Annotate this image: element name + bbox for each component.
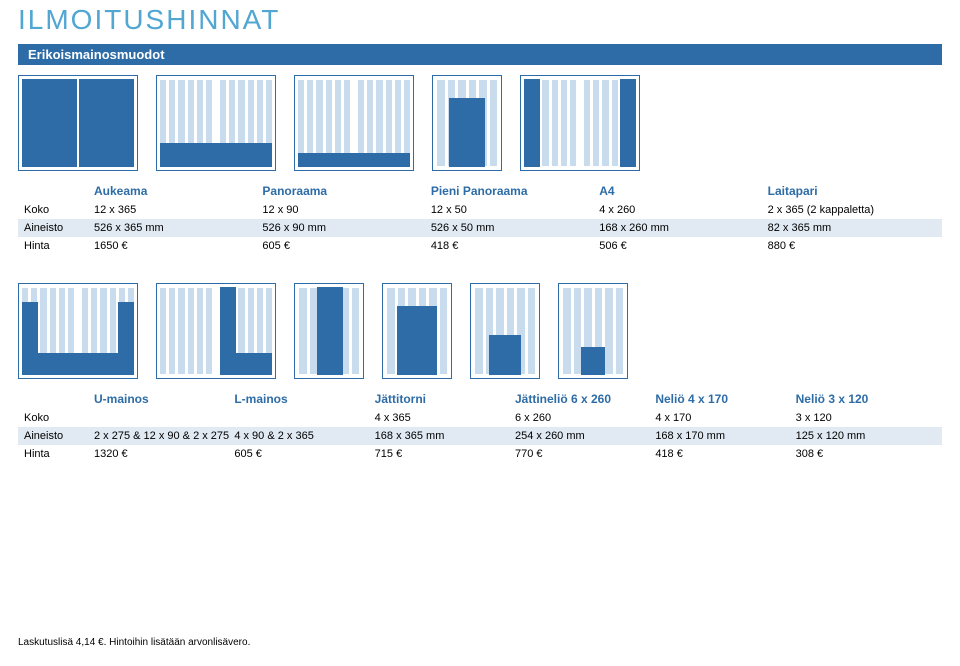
col-header: Neliö 4 x 170 <box>655 392 795 406</box>
table-row: Aineisto 526 x 365 mm 526 x 90 mm 526 x … <box>18 219 942 237</box>
cell: 12 x 90 <box>262 204 430 216</box>
cell: 526 x 90 mm <box>262 222 430 234</box>
cell: 770 € <box>515 448 655 460</box>
top-diagrams <box>18 75 960 171</box>
cell: 605 € <box>234 448 374 460</box>
section-label: Erikoismainosmuodot <box>18 44 942 65</box>
table-row: Aineisto 2 x 275 & 12 x 90 & 2 x 275 4 x… <box>18 427 942 445</box>
col-header: Jättitorni <box>375 392 515 406</box>
diagram-pieni-panoraama <box>294 75 414 171</box>
cell: 2 x 365 (2 kappaletta) <box>768 204 936 216</box>
cell: 605 € <box>262 240 430 252</box>
diagram-jattinelio <box>382 283 452 379</box>
diagram-aukeama <box>18 75 138 171</box>
diagram-u-mainos <box>18 283 138 379</box>
diagram-panoraama <box>156 75 276 171</box>
diagram-l-mainos <box>156 283 276 379</box>
col-header: Neliö 3 x 120 <box>796 392 936 406</box>
row-label: Aineisto <box>24 222 94 234</box>
table-row: Koko 4 x 365 6 x 260 4 x 170 3 x 120 <box>18 409 942 427</box>
cell: 168 x 365 mm <box>375 430 515 442</box>
cell: 2 x 275 & 12 x 90 & 2 x 275 <box>94 430 234 442</box>
cell: 4 x 90 & 2 x 365 <box>234 430 374 442</box>
cell: 4 x 170 <box>655 412 795 424</box>
cell: 308 € <box>796 448 936 460</box>
table-row: Koko 12 x 365 12 x 90 12 x 50 4 x 260 2 … <box>18 201 942 219</box>
col-header: L-mainos <box>234 392 374 406</box>
bottom-table: U-mainos L-mainos Jättitorni Jättineliö … <box>18 389 942 463</box>
table-row: Aukeama Panoraama Pieni Panoraama A4 Lai… <box>18 181 942 201</box>
col-header: U-mainos <box>94 392 234 406</box>
cell: 6 x 260 <box>515 412 655 424</box>
diagram-jattitorni <box>294 283 364 379</box>
cell: 506 € <box>599 240 767 252</box>
col-header: Laitapari <box>768 184 936 198</box>
row-label: Hinta <box>24 448 94 460</box>
cell: 82 x 365 mm <box>768 222 936 234</box>
diagram-nelio-4 <box>470 283 540 379</box>
cell: 715 € <box>375 448 515 460</box>
row-label: Koko <box>24 412 94 424</box>
table-row: Hinta 1320 € 605 € 715 € 770 € 418 € 308… <box>18 445 942 463</box>
cell: 168 x 170 mm <box>655 430 795 442</box>
cell: 418 € <box>655 448 795 460</box>
table-row: Hinta 1650 € 605 € 418 € 506 € 880 € <box>18 237 942 255</box>
cell: 526 x 50 mm <box>431 222 599 234</box>
col-header: Panoraama <box>262 184 430 198</box>
row-label: Hinta <box>24 240 94 252</box>
footer-note: Laskutuslisä 4,14 €. Hintoihin lisätään … <box>18 637 250 648</box>
cell: 12 x 50 <box>431 204 599 216</box>
cell: 12 x 365 <box>94 204 262 216</box>
cell: 168 x 260 mm <box>599 222 767 234</box>
col-header: Pieni Panoraama <box>431 184 599 198</box>
cell: 3 x 120 <box>796 412 936 424</box>
table-row: U-mainos L-mainos Jättitorni Jättineliö … <box>18 389 942 409</box>
cell: 1650 € <box>94 240 262 252</box>
diagram-a4 <box>432 75 502 171</box>
cell: 4 x 260 <box>599 204 767 216</box>
cell: 526 x 365 mm <box>94 222 262 234</box>
cell: 418 € <box>431 240 599 252</box>
cell: 254 x 260 mm <box>515 430 655 442</box>
diagram-laitapari <box>520 75 640 171</box>
page-title: ILMOITUSHINNAT <box>0 0 960 36</box>
cell: 4 x 365 <box>375 412 515 424</box>
col-header: Jättineliö 6 x 260 <box>515 392 655 406</box>
col-header: A4 <box>599 184 767 198</box>
cell: 880 € <box>768 240 936 252</box>
top-table: Aukeama Panoraama Pieni Panoraama A4 Lai… <box>18 181 942 255</box>
row-label: Koko <box>24 204 94 216</box>
bottom-diagrams <box>18 283 960 379</box>
col-header: Aukeama <box>94 184 262 198</box>
row-label: Aineisto <box>24 430 94 442</box>
cell: 1320 € <box>94 448 234 460</box>
cell: 125 x 120 mm <box>796 430 936 442</box>
diagram-nelio-3 <box>558 283 628 379</box>
